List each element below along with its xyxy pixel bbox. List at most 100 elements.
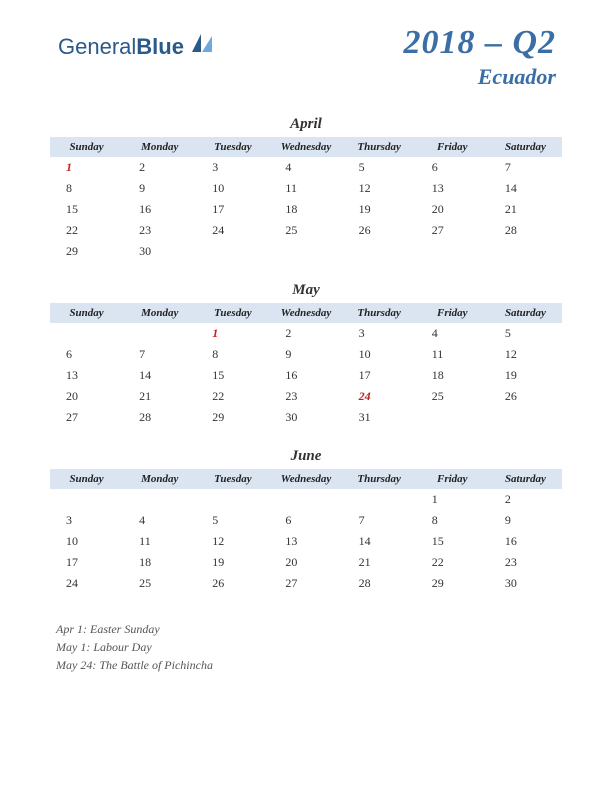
- calendar-cell: 18: [416, 365, 489, 386]
- month-block: JuneSundayMondayTuesdayWednesdayThursday…: [50, 442, 562, 594]
- day-header: Saturday: [489, 303, 562, 323]
- calendar-cell: 6: [50, 344, 123, 365]
- calendar-cell: 12: [489, 344, 562, 365]
- calendar-cell: 7: [123, 344, 196, 365]
- calendar-table: SundayMondayTuesdayWednesdayThursdayFrid…: [50, 303, 562, 428]
- calendar-row: 20212223242526: [50, 386, 562, 407]
- calendar-cell: 24: [343, 386, 416, 407]
- calendar-cell: 17: [343, 365, 416, 386]
- calendar-cell: 19: [343, 199, 416, 220]
- calendar-cell: 3: [343, 323, 416, 344]
- calendar-cell: 22: [50, 220, 123, 241]
- calendar-cell: 17: [50, 552, 123, 573]
- day-header: Friday: [416, 303, 489, 323]
- calendar-cell: 20: [50, 386, 123, 407]
- logo-mark-icon: [192, 32, 212, 58]
- calendar-cell: 8: [50, 178, 123, 199]
- day-header: Saturday: [489, 137, 562, 157]
- calendar-cell: [416, 407, 489, 428]
- calendar-cell: [489, 407, 562, 428]
- day-header: Friday: [416, 137, 489, 157]
- calendar-row: 891011121314: [50, 178, 562, 199]
- day-header: Saturday: [489, 469, 562, 489]
- day-header: Sunday: [50, 303, 123, 323]
- calendar-cell: 14: [123, 365, 196, 386]
- calendar-row: 24252627282930: [50, 573, 562, 594]
- calendar-cell: [196, 489, 269, 510]
- period-title: 2018 – Q2: [403, 24, 556, 62]
- calendar-row: 12: [50, 489, 562, 510]
- calendar-cell: 28: [343, 573, 416, 594]
- calendar-cell: 25: [416, 386, 489, 407]
- day-header: Sunday: [50, 137, 123, 157]
- calendar-cell: [269, 241, 342, 262]
- calendar-cell: 3: [196, 157, 269, 178]
- calendar-cell: 18: [123, 552, 196, 573]
- calendar-cell: [343, 489, 416, 510]
- calendar-cell: [123, 323, 196, 344]
- day-header: Thursday: [343, 137, 416, 157]
- calendar-row: 15161718192021: [50, 199, 562, 220]
- calendar-cell: [489, 241, 562, 262]
- day-header: Monday: [123, 469, 196, 489]
- calendar-cell: 27: [416, 220, 489, 241]
- calendar-cell: 26: [343, 220, 416, 241]
- calendar-cell: 2: [269, 323, 342, 344]
- calendar-cell: 2: [123, 157, 196, 178]
- day-header: Thursday: [343, 469, 416, 489]
- calendar-cell: 25: [123, 573, 196, 594]
- calendar-cell: 14: [489, 178, 562, 199]
- header: GeneralBlue 2018 – Q2 Ecuador: [0, 0, 612, 110]
- calendar-cell: 18: [269, 199, 342, 220]
- calendar-row: 2930: [50, 241, 562, 262]
- calendar-cell: 23: [269, 386, 342, 407]
- month-title: April: [50, 110, 562, 137]
- calendar-cell: 10: [50, 531, 123, 552]
- day-header: Wednesday: [269, 137, 342, 157]
- calendar-cell: 17: [196, 199, 269, 220]
- calendar-cell: 22: [196, 386, 269, 407]
- calendar-cell: 16: [489, 531, 562, 552]
- calendar-cell: 12: [343, 178, 416, 199]
- day-header: Friday: [416, 469, 489, 489]
- holidays-list: Apr 1: Easter SundayMay 1: Labour DayMay…: [0, 608, 612, 674]
- calendar-row: 12345: [50, 323, 562, 344]
- calendar-cell: 20: [269, 552, 342, 573]
- logo: GeneralBlue: [58, 34, 212, 60]
- calendar-cell: 4: [269, 157, 342, 178]
- calendar-cell: 5: [489, 323, 562, 344]
- calendar-cell: 28: [123, 407, 196, 428]
- calendar-cell: 2: [489, 489, 562, 510]
- calendars-container: AprilSundayMondayTuesdayWednesdayThursda…: [0, 110, 612, 594]
- holiday-entry: May 24: The Battle of Pichincha: [56, 656, 556, 674]
- calendar-cell: 7: [343, 510, 416, 531]
- calendar-cell: 1: [196, 323, 269, 344]
- calendar-cell: 13: [416, 178, 489, 199]
- calendar-cell: 10: [343, 344, 416, 365]
- calendar-cell: 21: [123, 386, 196, 407]
- calendar-cell: 11: [269, 178, 342, 199]
- day-header: Tuesday: [196, 469, 269, 489]
- calendar-cell: 29: [196, 407, 269, 428]
- calendar-cell: 5: [196, 510, 269, 531]
- calendar-cell: [343, 241, 416, 262]
- calendar-cell: [196, 241, 269, 262]
- calendar-cell: 19: [489, 365, 562, 386]
- calendar-cell: 20: [416, 199, 489, 220]
- calendar-cell: 30: [123, 241, 196, 262]
- calendar-cell: 4: [416, 323, 489, 344]
- calendar-cell: 9: [269, 344, 342, 365]
- calendar-cell: [123, 489, 196, 510]
- calendar-cell: 21: [489, 199, 562, 220]
- calendar-table: SundayMondayTuesdayWednesdayThursdayFrid…: [50, 469, 562, 594]
- calendar-cell: 12: [196, 531, 269, 552]
- calendar-cell: [50, 489, 123, 510]
- calendar-cell: 6: [269, 510, 342, 531]
- logo-text-1: General: [58, 34, 136, 59]
- calendar-row: 6789101112: [50, 344, 562, 365]
- logo-text-2: Blue: [136, 34, 184, 59]
- day-header: Sunday: [50, 469, 123, 489]
- calendar-cell: 23: [123, 220, 196, 241]
- calendar-cell: 3: [50, 510, 123, 531]
- calendar-cell: 16: [123, 199, 196, 220]
